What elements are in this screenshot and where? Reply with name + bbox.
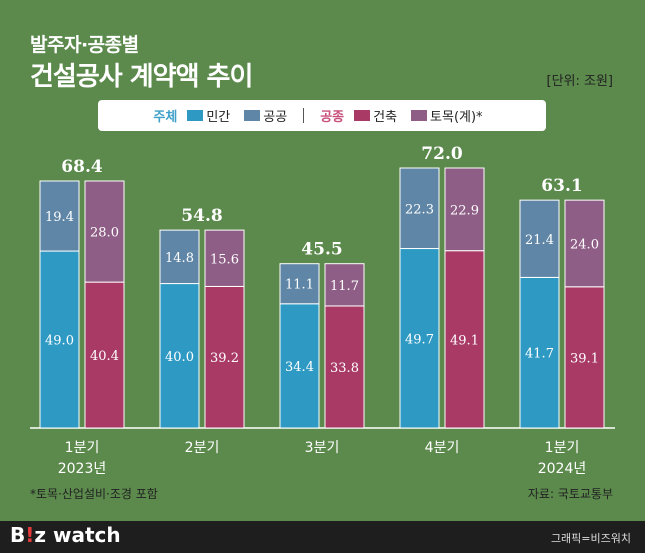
value-label-civil-4: 22.9 xyxy=(450,203,479,218)
legend-label-private: 민간 xyxy=(206,110,231,125)
unit-label: [단위: 조원] xyxy=(546,74,614,89)
total-label-1: 68.4 xyxy=(61,157,103,177)
bar-building-4 xyxy=(444,250,485,429)
value-label-civil-1: 28.0 xyxy=(90,226,119,241)
stacked-bar-chart: 49.0 19.4 40.4 28.0 68.4 1분기 2023년 40.0 14.8 39.2… xyxy=(30,144,615,477)
legend-swatch-building xyxy=(354,110,371,121)
value-label-building-3: 33.8 xyxy=(330,361,359,376)
value-label-public-2: 14.8 xyxy=(165,251,194,266)
legend-group-subject: 주체 xyxy=(153,110,178,125)
bar-public-3 xyxy=(279,263,320,305)
bar-private-5 xyxy=(519,276,560,429)
bar-public-1 xyxy=(39,180,80,252)
chart-title-line1: 발주자·공종별 xyxy=(30,34,139,56)
x-tick-label-1-2: 2023년 xyxy=(58,461,107,477)
bar-public-2 xyxy=(159,229,200,285)
legend-label-civil: 토목(계)* xyxy=(430,110,483,125)
total-label-2: 54.8 xyxy=(181,206,222,226)
bar-private-1 xyxy=(39,250,80,429)
bar-building-1 xyxy=(84,281,125,429)
legend-item-civil: 토목(계)* xyxy=(411,106,483,125)
value-label-public-1: 19.4 xyxy=(45,210,74,225)
source-label: 자료: 국토교통부 xyxy=(527,487,613,501)
value-label-public-5: 21.4 xyxy=(525,233,554,248)
bar-civil-2 xyxy=(204,229,245,287)
legend: 주체 민간 공공 공종 건축 토목(계)* xyxy=(98,100,546,131)
total-label-5: 63.1 xyxy=(541,176,582,196)
legend-label-public: 공공 xyxy=(263,110,288,125)
bar-civil-5 xyxy=(564,199,605,288)
value-label-public-3: 11.1 xyxy=(285,278,314,293)
total-label-4: 72.0 xyxy=(421,144,463,164)
value-label-private-3: 34.4 xyxy=(285,360,314,375)
value-label-civil-3: 11.7 xyxy=(330,279,359,294)
value-label-building-5: 39.1 xyxy=(570,351,599,366)
total-label-3: 45.5 xyxy=(301,240,342,260)
value-label-private-5: 41.7 xyxy=(525,347,554,362)
legend-divider xyxy=(303,108,305,123)
bar-building-3 xyxy=(324,305,365,429)
legend-swatch-civil xyxy=(411,110,428,121)
value-label-building-4: 49.1 xyxy=(450,333,479,348)
graphic-credit: 그래픽=비즈워치 xyxy=(550,532,631,545)
legend-item-public: 공공 xyxy=(244,106,287,125)
bar-civil-3 xyxy=(324,263,365,307)
legend-item-private: 민간 xyxy=(187,106,230,125)
legend-label-building: 건축 xyxy=(373,110,398,125)
value-label-public-4: 22.3 xyxy=(405,202,434,217)
chart-title-line2: 건설공사 계약액 추이 xyxy=(30,62,253,92)
value-label-building-2: 39.2 xyxy=(210,351,239,366)
bar-public-5 xyxy=(519,199,560,278)
value-label-building-1: 40.4 xyxy=(90,349,119,364)
value-label-private-1: 49.0 xyxy=(45,334,74,349)
bar-civil-4 xyxy=(444,167,485,252)
legend-group-type: 공종 xyxy=(320,110,345,125)
value-label-civil-2: 15.6 xyxy=(210,252,239,267)
bizwatch-logo: B!z watch xyxy=(10,523,121,547)
value-label-civil-5: 24.0 xyxy=(570,237,599,252)
x-tick-label-1-1: 1분기 xyxy=(65,440,100,456)
x-tick-label-5-2: 2024년 xyxy=(538,461,587,477)
bottom-bar: B!z watch 그래픽=비즈워치 xyxy=(0,521,645,553)
bar-public-4 xyxy=(399,167,440,250)
bar-private-3 xyxy=(279,303,320,429)
legend-item-building: 건축 xyxy=(354,106,397,125)
value-label-private-2: 40.0 xyxy=(165,350,194,365)
x-tick-label-3-1: 3분기 xyxy=(305,440,340,456)
footnote: *토목·산업설비·조경 포함 xyxy=(30,487,158,501)
bar-private-2 xyxy=(159,283,200,429)
bar-civil-1 xyxy=(84,180,125,283)
bar-building-2 xyxy=(204,285,245,429)
x-tick-label-4-1: 4분기 xyxy=(425,440,460,456)
legend-swatch-private xyxy=(187,110,204,121)
bar-building-5 xyxy=(564,286,605,429)
value-label-private-4: 49.7 xyxy=(405,332,434,347)
bar-private-4 xyxy=(399,248,440,429)
x-tick-label-5-1: 1분기 xyxy=(545,440,580,456)
legend-swatch-public xyxy=(244,110,261,121)
x-tick-label-2-1: 2분기 xyxy=(185,440,220,456)
